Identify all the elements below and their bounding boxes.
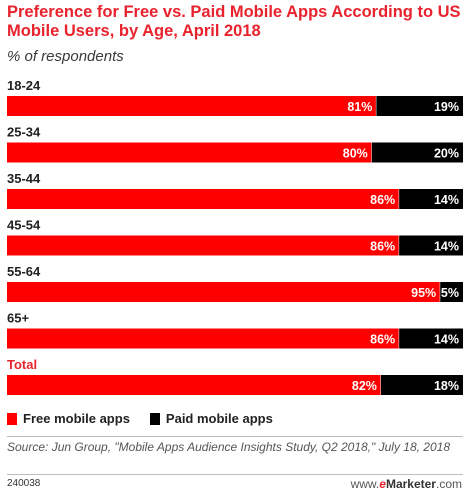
category-label-total: Total <box>7 357 37 372</box>
data-label-free-18-24: 81% <box>347 100 372 114</box>
chart-subtitle: % of respondents <box>7 48 124 65</box>
bar-paid-35-44 <box>399 189 463 209</box>
brand-prefix: www. <box>350 477 380 491</box>
chart-title: Preference for Free vs. Paid Mobile Apps… <box>7 3 461 40</box>
data-label-paid-65-: 14% <box>434 333 459 347</box>
bar-free-total <box>7 375 381 395</box>
bar-paid-25-34 <box>371 142 463 163</box>
brand-suffix: .com <box>435 477 462 491</box>
brand-e: e <box>379 477 386 491</box>
data-label-free-55-64: 95% <box>411 286 436 300</box>
bar-paid-65- <box>399 328 463 349</box>
category-label-35-44: 35-44 <box>7 171 41 186</box>
bar-free-45-54 <box>7 235 400 256</box>
source-note: Source: Jun Group, "Mobile Apps Audience… <box>7 440 451 454</box>
bar-chart: 18-24 81% 19% 25-34 80% 20% 35-44 86% 14% 45-54 86… <box>7 78 463 395</box>
legend-item-free: Free mobile apps <box>7 411 130 426</box>
category-label-45-54: 45-54 <box>7 218 41 233</box>
category-label-25-34: 25-34 <box>7 125 41 140</box>
bar-paid-18-24 <box>376 96 463 116</box>
data-label-free-65-: 86% <box>370 333 395 347</box>
bar-free-25-34 <box>7 142 372 163</box>
bar-free-18-24 <box>7 96 377 116</box>
data-label-paid-total: 18% <box>434 379 459 393</box>
data-label-paid-35-44: 14% <box>434 193 459 207</box>
bar-free-65- <box>7 328 400 349</box>
legend-swatch-free <box>7 412 17 425</box>
brand-logo: www.eMarketer.com <box>351 477 462 491</box>
legend-label-free: Free mobile apps <box>23 411 130 426</box>
legend-swatch-paid <box>149 412 160 425</box>
data-label-free-35-44: 86% <box>370 193 395 207</box>
bar-paid-total <box>380 375 463 395</box>
legend: Free mobile apps Paid mobile apps <box>7 411 293 426</box>
bar-paid-45-54 <box>399 235 463 256</box>
chart-id: 240038 <box>7 478 41 489</box>
footer-divider <box>7 474 463 475</box>
data-label-paid-55-64: 5% <box>441 286 459 300</box>
category-label-55-64: 55-64 <box>7 264 41 279</box>
source-divider <box>7 436 463 437</box>
data-label-paid-25-34: 20% <box>434 147 459 161</box>
data-label-paid-18-24: 19% <box>434 100 459 114</box>
category-label-18-24: 18-24 <box>7 78 41 93</box>
data-label-free-45-54: 86% <box>370 240 395 254</box>
category-label-65-: 65+ <box>7 311 29 326</box>
data-label-free-25-34: 80% <box>343 147 368 161</box>
legend-label-paid: Paid mobile apps <box>165 411 273 426</box>
bar-free-55-64 <box>7 282 441 302</box>
brand-name: Marketer <box>385 477 436 491</box>
bar-paid-55-64 <box>440 282 463 302</box>
bar-free-35-44 <box>7 189 400 209</box>
data-label-free-total: 82% <box>352 379 377 393</box>
legend-item-paid: Paid mobile apps <box>149 411 273 426</box>
data-label-paid-45-54: 14% <box>434 240 459 254</box>
